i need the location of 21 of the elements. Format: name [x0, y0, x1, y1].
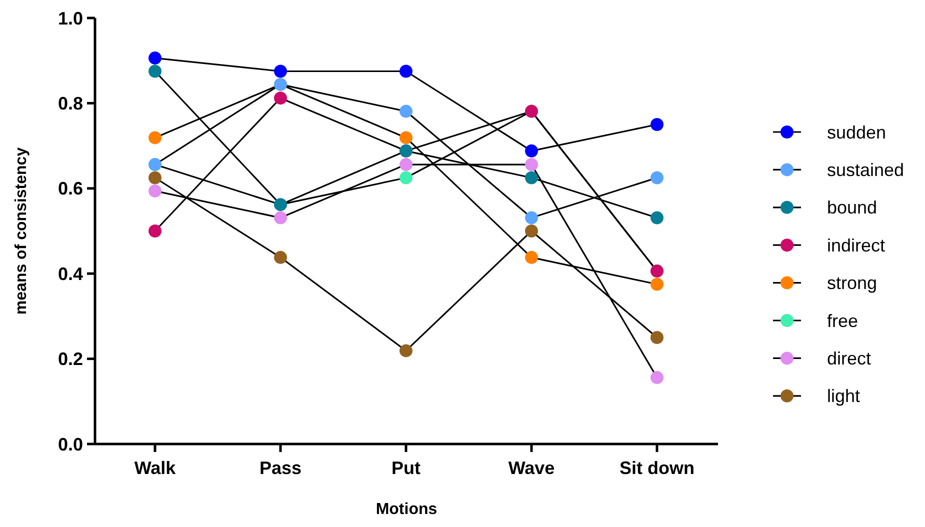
x-tick-label: Sit down	[620, 458, 694, 478]
legend-label: free	[827, 310, 858, 331]
x-tick-label: Pass	[259, 458, 302, 478]
x-tick-label: Put	[392, 458, 420, 478]
y-axis-title: means of consistency	[13, 147, 30, 315]
y-tick-label: 0.2	[58, 349, 83, 370]
y-tick-label: 0.8	[58, 94, 83, 114]
legend-label: sustained	[827, 160, 904, 180]
legend-label: indirect	[827, 235, 886, 256]
y-tick-label: 0.0	[58, 434, 83, 454]
legend-label: bound	[827, 198, 878, 218]
legend-label: strong	[827, 273, 878, 294]
legend-label: light	[827, 386, 860, 406]
y-tick-label: 0.6	[58, 178, 83, 199]
x-tick-label: Wave	[508, 458, 555, 478]
y-tick-label: 0.4	[58, 264, 83, 284]
x-tick-label: Walk	[134, 458, 177, 478]
y-tick-label: 1.0	[58, 8, 83, 28]
legend-label: sudden	[827, 122, 886, 142]
x-axis-title: Motions	[376, 501, 438, 518]
legend-label: direct	[827, 348, 872, 368]
